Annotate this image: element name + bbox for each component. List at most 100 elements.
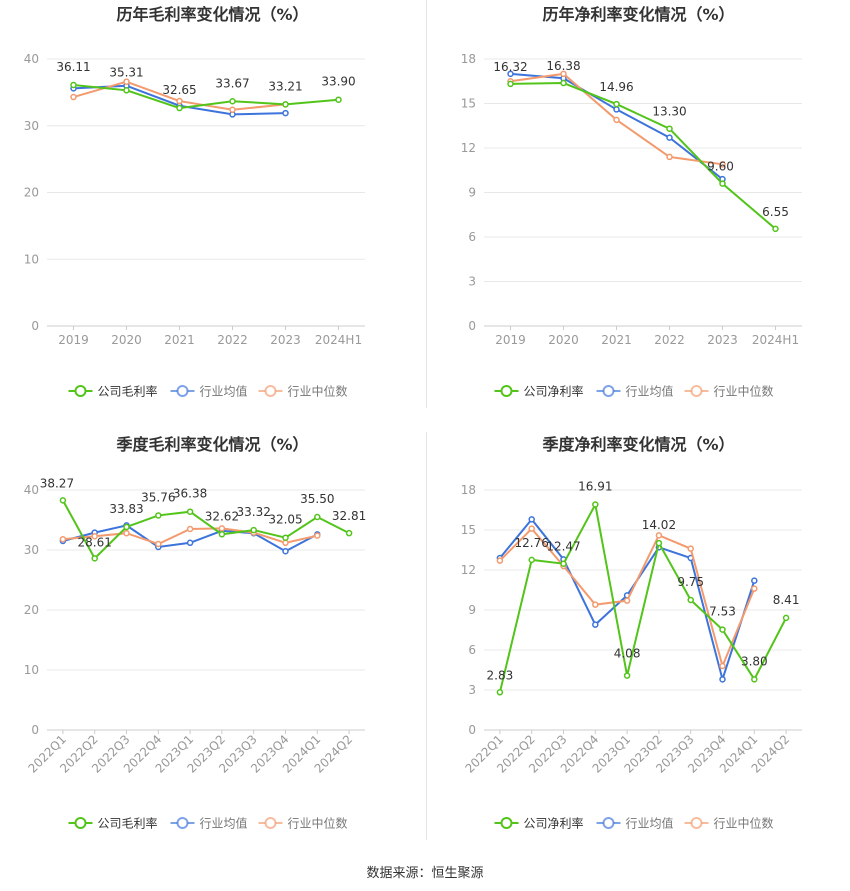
legend-marker — [500, 817, 513, 829]
data-label: 9.60 — [707, 160, 734, 174]
data-point-median — [70, 93, 77, 101]
data-point-company — [592, 501, 599, 508]
data-point-avg — [751, 577, 758, 584]
data-point-company — [335, 96, 342, 103]
chart-panel-annual-gross: 历年毛利率变化情况（%） 0 10 20 30 40 2019 2020 2021 2022 202… — [0, 0, 425, 430]
data-point-median — [751, 585, 758, 592]
legend-label: 行业中位数 — [288, 816, 348, 831]
legend-label: 行业均值 — [626, 816, 674, 831]
data-point-median — [592, 601, 599, 608]
legend-item-company: 公司净利率 — [494, 816, 584, 831]
data-point-median — [91, 532, 98, 540]
y-tick-label: 18 — [461, 52, 476, 66]
data-point-avg — [528, 516, 535, 523]
y-tick-label: 6 — [468, 230, 476, 244]
legend-label: 行业中位数 — [714, 384, 774, 399]
y-tick-label: 9 — [468, 603, 476, 617]
data-point-company — [91, 555, 98, 562]
data-point-company — [282, 534, 289, 541]
x-tick-label: 2021 — [601, 333, 632, 347]
x-tick-label: 2023 — [270, 333, 301, 347]
data-point-median — [719, 662, 726, 670]
x-tick-label: 2023 — [707, 333, 738, 347]
chart-quarterly-gross-margin: 季度毛利率变化情况（%）0102030402022Q12022Q22022Q32… — [24, 435, 367, 831]
chart-panel-annual-net: 历年净利率变化情况（%） 0 3 6 9 12 15 18 2019 2020 2021 2022 20… — [427, 0, 850, 430]
data-point-median — [719, 161, 726, 168]
y-tick-label: 10 — [24, 663, 39, 677]
x-tick-label: 2019 — [495, 333, 526, 347]
data-point-avg — [613, 106, 620, 113]
legend-marker — [602, 385, 615, 397]
data-point-company — [719, 180, 726, 187]
data-label: 16.38 — [546, 59, 580, 73]
data-point-avg — [666, 134, 673, 141]
chart-title: 历年毛利率变化情况（%） — [116, 5, 308, 24]
y-tick-label: 40 — [24, 483, 39, 497]
data-point-median — [687, 545, 694, 552]
legend-item-company: 公司净利率 — [494, 384, 584, 399]
data-label: 16.32 — [493, 60, 527, 74]
data-label: 12.47 — [546, 540, 580, 554]
data-point-median — [176, 97, 183, 105]
legend-marker — [74, 817, 87, 829]
data-point-company — [314, 513, 321, 521]
data-point-company — [560, 560, 567, 567]
x-tick-label: 2024H1 — [752, 333, 799, 347]
data-point-median — [655, 532, 663, 539]
data-label: 16.91 — [578, 480, 612, 494]
data-point-median — [613, 116, 620, 124]
data-point-company — [123, 87, 130, 94]
chart-title: 季度净利率变化情况（%） — [541, 435, 734, 454]
series-line-company — [73, 83, 339, 110]
data-label: 33.32 — [237, 505, 271, 519]
x-tick-label: 2024H1 — [315, 333, 362, 347]
legend-label: 公司净利率 — [524, 384, 584, 399]
data-point-avg — [186, 539, 194, 547]
chart-title: 季度毛利率变化情况（%） — [115, 435, 308, 454]
data-point-company — [176, 104, 183, 112]
data-label: 32.05 — [268, 513, 302, 527]
data-point-company — [345, 529, 353, 537]
x-tick-label: 2020 — [548, 333, 579, 347]
data-point-company — [155, 512, 162, 519]
y-tick-label: 6 — [468, 643, 476, 657]
data-point-avg — [282, 109, 289, 117]
chart-quarterly-net-margin: 季度净利率变化情况（%）03691215182022Q12022Q22022Q3… — [461, 435, 802, 831]
y-tick-label: 0 — [468, 723, 476, 737]
data-point-company — [250, 526, 257, 534]
legend-label: 公司净利率 — [524, 816, 584, 831]
legend-label: 行业中位数 — [714, 816, 774, 831]
data-label: 3.80 — [741, 654, 768, 668]
data-label: 12.76 — [515, 536, 549, 550]
legend-marker — [500, 385, 513, 397]
chart-panel-quarterly-gross: 季度毛利率变化情况（%） 0 10 20 30 40 2022Q1 2022Q2 2022Q3 2… — [0, 430, 425, 860]
data-label: 35.76 — [141, 490, 175, 504]
data-point-median — [229, 106, 236, 113]
chart-annual-gross-margin: 历年毛利率变化情况（%） 0 10 20 30 40 2019 2020 2021 2022 202… — [24, 5, 365, 399]
data-label: 33.83 — [109, 502, 143, 516]
x-tick-label: 2021 — [164, 333, 195, 347]
data-point-avg — [507, 70, 514, 78]
chart-panel-quarterly-net: 季度净利率变化情况（%） 0 3 6 9 12 15 18 2022Q1 2022Q2 2022Q3… — [427, 430, 850, 860]
data-label: 2.83 — [487, 668, 514, 682]
y-tick-label: 18 — [461, 483, 476, 497]
data-point-company — [613, 100, 620, 108]
chart-title: 历年净利率变化情况（%） — [542, 5, 734, 24]
data-point-median — [218, 525, 226, 532]
legend-item-median: 行业中位数 — [684, 816, 774, 831]
series-line-company — [498, 501, 787, 693]
data-point-company — [560, 79, 567, 87]
y-tick-label: 12 — [461, 563, 476, 577]
y-tick-label: 0 — [31, 319, 39, 333]
data-label: 14.02 — [642, 518, 676, 532]
data-point-company — [507, 80, 514, 88]
vertical-divider-top — [426, 0, 427, 408]
data-label: 35.31 — [109, 65, 143, 79]
data-point-company — [59, 497, 67, 504]
data-point-median — [155, 540, 162, 548]
data-point-median — [528, 525, 535, 532]
data-label: 4.08 — [614, 647, 641, 661]
y-tick-label: 12 — [461, 141, 476, 155]
y-tick-label: 15 — [461, 523, 476, 537]
data-point-avg — [592, 621, 599, 628]
